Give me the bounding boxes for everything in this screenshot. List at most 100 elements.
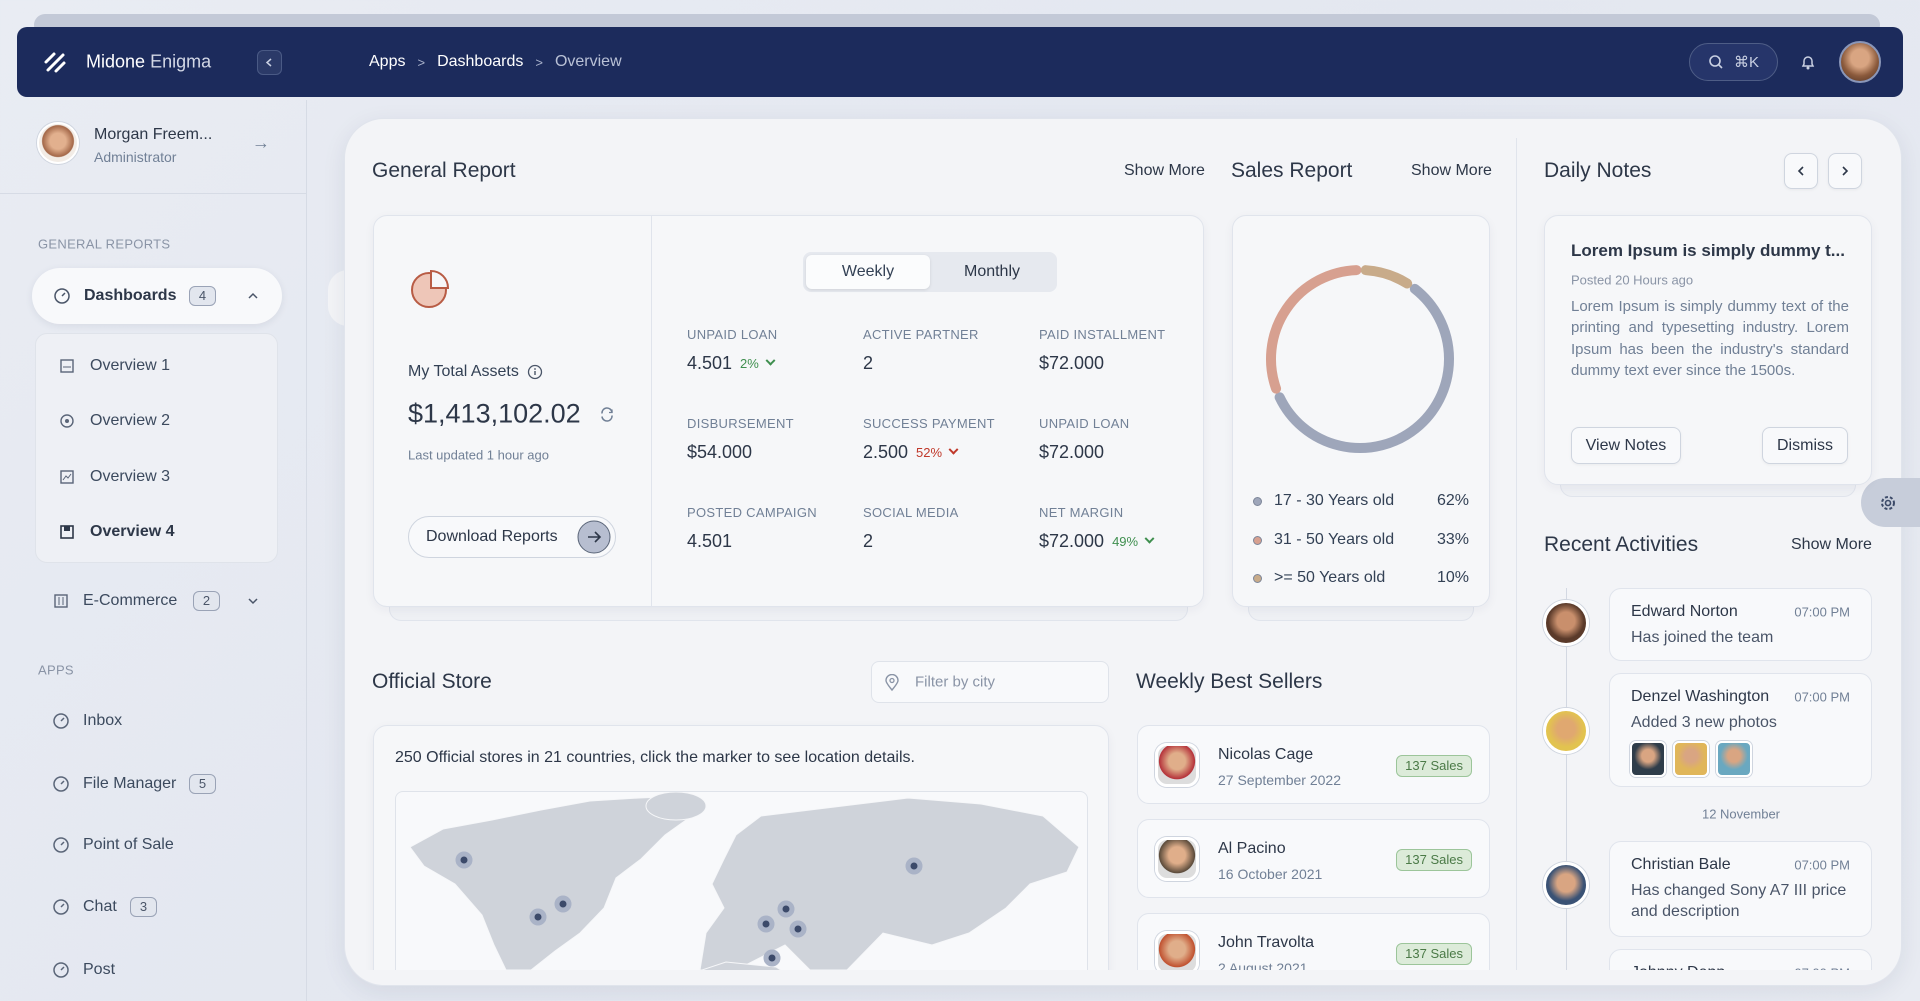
submenu-item[interactable]: Overview 3 [90,468,171,485]
notifications[interactable] [1799,53,1817,71]
stat: ACTIVE PARTNER 2 [863,327,1039,416]
menu-label[interactable]: E-Commerce [83,592,178,609]
trend-chevron [765,355,776,366]
show-more[interactable]: Show More [1791,536,1872,553]
search[interactable]: ⌘K [1689,43,1778,81]
submenu-icon [60,414,74,428]
seller-name: John Travolta [1218,934,1315,951]
store-marker[interactable] [777,900,795,918]
submenu-item[interactable]: Overview 2 [90,412,171,429]
section-title: APPS [38,662,74,678]
menu-label[interactable]: Post [83,961,116,978]
legend-dot [1253,536,1262,545]
menu-label[interactable]: Chat [83,898,117,915]
refresh-icon[interactable] [599,406,615,422]
activity-avatar [1543,708,1589,754]
stat: NET MARGIN $72.000 49% [1039,505,1215,594]
continent [700,961,782,970]
legend-dot [1253,497,1262,506]
stat-value: $72.000 [1039,353,1105,373]
store-marker[interactable] [763,949,781,967]
download-label: Download Reports [426,528,558,545]
show-more[interactable]: Show More [1124,162,1205,179]
logout-arrow[interactable]: → [252,132,270,153]
divider [0,193,306,194]
icon-shape [53,713,69,729]
collapse-button[interactable] [257,50,282,75]
menu-icon [53,776,69,792]
view-notes-button[interactable]: View Notes [1571,427,1681,464]
prev-button[interactable] [1784,153,1818,189]
activity-photo [1716,741,1752,777]
collapse-icon [265,58,272,67]
sidebar-border [306,100,307,1001]
store-marker[interactable] [554,895,572,913]
store-marker[interactable] [789,920,807,938]
activity-avatar [1543,862,1589,908]
stat-label: ACTIVE PARTNER [863,327,979,342]
menu-label[interactable]: Point of Sale [83,836,174,853]
stat-value: $72.000 [1039,531,1105,551]
legend-label: >= 50 Years old [1274,569,1386,586]
seller-card: John Travolta 2 August 2021 137 Sales [1137,913,1490,970]
activity-name: Denzel Washington [1631,688,1770,705]
filter-input[interactable]: Filter by city [871,661,1109,703]
card-stack [389,607,1188,621]
section-title: Daily Notes [1544,159,1652,182]
continent [699,797,1080,970]
store-marker[interactable] [529,908,547,926]
trend-chevron [948,444,959,455]
dismiss-button[interactable]: Dismiss [1762,427,1848,464]
stat-value-row: 2 [863,531,1039,552]
icon-shape [60,717,65,722]
stat-label: DISBURSEMENT [687,416,794,431]
breadcrumb-item[interactable]: Dashboards [437,53,524,70]
tab-active[interactable]: Weekly [806,255,930,289]
menu-label[interactable]: Inbox [83,712,123,729]
store-marker[interactable] [757,915,775,933]
seller-date: 2 August 2021 [1218,960,1308,970]
show-more[interactable]: Show More [1411,162,1492,179]
stat-value: 2.500 [863,442,909,462]
breadcrumb-item[interactable]: Apps [369,53,406,70]
card-stack [1560,485,1856,497]
timeline [1566,588,1567,970]
submenu-item[interactable]: Overview 1 [90,357,171,374]
world-map[interactable] [395,791,1088,970]
column-divider [1516,138,1517,970]
general-report-card: My Total Assets $1,413,102.02 Last updat… [373,215,1204,607]
store-marker[interactable] [455,851,473,869]
store-marker[interactable] [905,857,923,875]
menu-icon [53,962,69,978]
stat: SOCIAL MEDIA 2 [863,505,1039,594]
submenu-item-active[interactable]: Overview 4 [90,523,175,540]
chevron-up [248,292,258,299]
user-avatar[interactable] [1839,41,1881,83]
seller-avatar [1155,837,1199,881]
download-button[interactable]: Download Reports [408,516,616,558]
menu-label[interactable]: File Manager [83,775,177,792]
pin-icon [885,674,899,692]
stat-value: 4.501 [687,353,733,373]
info-icon[interactable] [527,364,543,380]
icon-shape [60,903,65,908]
activity-text: Added 3 new photos [1631,714,1777,731]
seller-avatar [1155,743,1199,787]
settings-tab[interactable] [1861,478,1920,527]
seller-card: Nicolas Cage 27 September 2022 137 Sales [1137,725,1490,804]
stat-value: 2 [863,531,874,551]
tab[interactable]: Monthly [963,263,1021,280]
settings-icon [1881,496,1895,510]
stat-label: UNPAID LOAN [687,327,778,342]
seller-name: Al Pacino [1218,840,1286,857]
menu-item-active[interactable]: Dashboards 4 [32,268,282,324]
stat-value-row: $54.000 [687,442,863,463]
donut-segment [1266,265,1362,394]
sales-badge: 137 Sales [1396,943,1472,965]
activity-text: Has changed Sony A7 III price and descri… [1631,882,1847,920]
search-icon [1709,55,1723,69]
next-button[interactable] [1828,153,1862,189]
menu-icon [54,594,68,608]
stat-value: 2 [863,353,874,373]
stat-value: $54.000 [687,442,753,462]
